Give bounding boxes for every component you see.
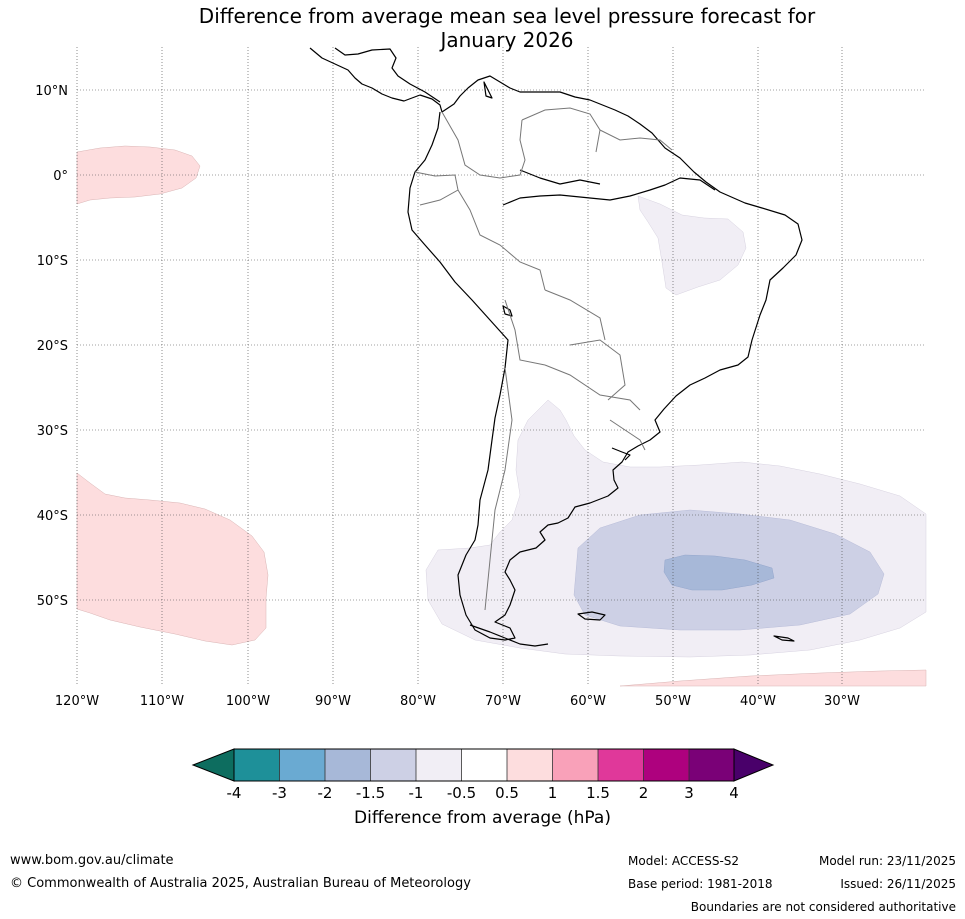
colorbar-segment-5 <box>416 749 462 781</box>
border-peru-brazil <box>457 189 546 291</box>
south-georgia <box>773 635 795 642</box>
border-ecuador <box>414 171 459 206</box>
colorbar-outline <box>233 748 735 782</box>
central-america-coastline <box>309 47 421 102</box>
model-run-info: Model run: 23/11/2025 <box>818 854 956 868</box>
colorbar-segment-8 <box>552 749 598 781</box>
lon-label-110w: 110°W <box>140 694 184 709</box>
colorbar-segment-4 <box>370 749 416 781</box>
boundaries-disclaimer: Boundaries are not considered authoritat… <box>690 900 956 914</box>
orinoco-river <box>519 169 601 185</box>
border-guianas <box>599 129 673 151</box>
bom-climate-link[interactable]: www.bom.gov.au/climate <box>10 853 174 868</box>
colorbar-segment-2 <box>279 749 325 781</box>
lon-label-50w: 50°W <box>655 694 691 709</box>
border-venezuela <box>521 107 601 153</box>
map-title-line-2: January 2026 <box>440 28 574 52</box>
colorbar-segment-3 <box>325 749 371 781</box>
colorbar-tick-4: -1.5 <box>356 784 385 802</box>
colorbar-tick-9: 1.5 <box>586 784 610 802</box>
model-info: Model: ACCESS-S2 <box>628 854 740 868</box>
coastlines <box>309 47 803 647</box>
copyright-notice: © Commonwealth of Australia 2025, Austra… <box>10 876 471 891</box>
border-paraguay <box>569 339 626 401</box>
lat-label-50s: 50°S <box>37 594 68 609</box>
latitude-labels: 10°N 0° 10°S 20°S 30°S 40°S 50°S <box>35 84 68 609</box>
anomaly-pos-equatorial-pacific <box>76 145 201 205</box>
lat-label-30s: 30°S <box>37 424 68 439</box>
longitude-labels: 120°W 110°W 100°W 90°W 80°W 70°W 60°W 50… <box>55 694 860 709</box>
rio-de-la-plata <box>611 447 631 461</box>
anomaly-pos-southeast-pacific <box>76 472 269 646</box>
base-period-info: Base period: 1981-2018 <box>628 877 773 891</box>
colorbar-tick-5: -1 <box>409 784 424 802</box>
border-argentina-brazil <box>544 364 641 411</box>
colorbar-tick-7: 0.5 <box>495 784 519 802</box>
colorbar-tick-6: -0.5 <box>447 784 476 802</box>
anomaly-pos-south-atlantic <box>619 669 927 687</box>
issued-info: Issued: 26/11/2025 <box>840 877 956 891</box>
map-title-line-1: Difference from average mean sea level p… <box>198 4 816 28</box>
lon-label-70w: 70°W <box>485 694 521 709</box>
south-america-coastline <box>407 75 803 641</box>
lat-label-10s: 10°S <box>37 254 68 269</box>
colorbar-high-extend <box>733 748 775 782</box>
colorbar-tick-11: 3 <box>684 784 694 802</box>
colorbar-low-extend <box>191 748 235 782</box>
lon-label-100w: 100°W <box>226 694 270 709</box>
lat-label-40s: 40°S <box>37 509 68 524</box>
lon-label-80w: 80°W <box>400 694 436 709</box>
lat-label-20s: 20°S <box>37 339 68 354</box>
lon-label-120w: 120°W <box>55 694 99 709</box>
tierra-del-fuego <box>469 624 549 647</box>
anomaly-neg-2-southwest-atlantic <box>663 554 775 591</box>
colorbar-tick-12: 4 <box>729 784 739 802</box>
lat-label-0: 0° <box>53 169 68 184</box>
colorbar-segment-11 <box>689 749 734 781</box>
border-chile-argentina <box>484 367 513 611</box>
border-peru-bolivia <box>504 299 546 366</box>
colorbar: -4 -3 -2 -1.5 -1 -0.5 0.5 1 1.5 2 3 4 <box>191 748 775 802</box>
border-uruguay <box>609 419 646 451</box>
colorbar-segment-9 <box>598 749 644 781</box>
lat-label-10n: 10°N <box>35 84 68 99</box>
colorbar-tick-3: -2 <box>318 784 333 802</box>
central-america-north-coast <box>334 47 441 103</box>
colorbar-segment-10 <box>643 749 689 781</box>
country-borders <box>414 107 673 611</box>
border-bolivia-brazil <box>544 289 606 341</box>
colorbar-tick-8: 1 <box>548 784 558 802</box>
amazon-river <box>502 177 716 206</box>
border-colombia <box>441 111 526 179</box>
lon-label-30w: 30°W <box>824 694 860 709</box>
graticule <box>76 47 926 686</box>
lon-label-40w: 40°W <box>740 694 776 709</box>
colorbar-segment-1 <box>234 749 280 781</box>
falkland-islands <box>577 611 606 621</box>
colorbar-tick-2: -3 <box>272 784 287 802</box>
colorbar-title: Difference from average (hPa) <box>354 808 611 828</box>
anomaly-neg-brazil <box>637 195 747 296</box>
lon-label-90w: 90°W <box>315 694 351 709</box>
lake-maracaibo <box>483 81 493 99</box>
map-title: Difference from average mean sea level p… <box>0 4 965 52</box>
colorbar-segment-6 <box>461 749 507 781</box>
colorbar-segment-7 <box>507 749 553 781</box>
colorbar-tick-10: 2 <box>639 784 649 802</box>
colorbar-tick-1: -4 <box>227 784 242 802</box>
lon-label-60w: 60°W <box>570 694 606 709</box>
